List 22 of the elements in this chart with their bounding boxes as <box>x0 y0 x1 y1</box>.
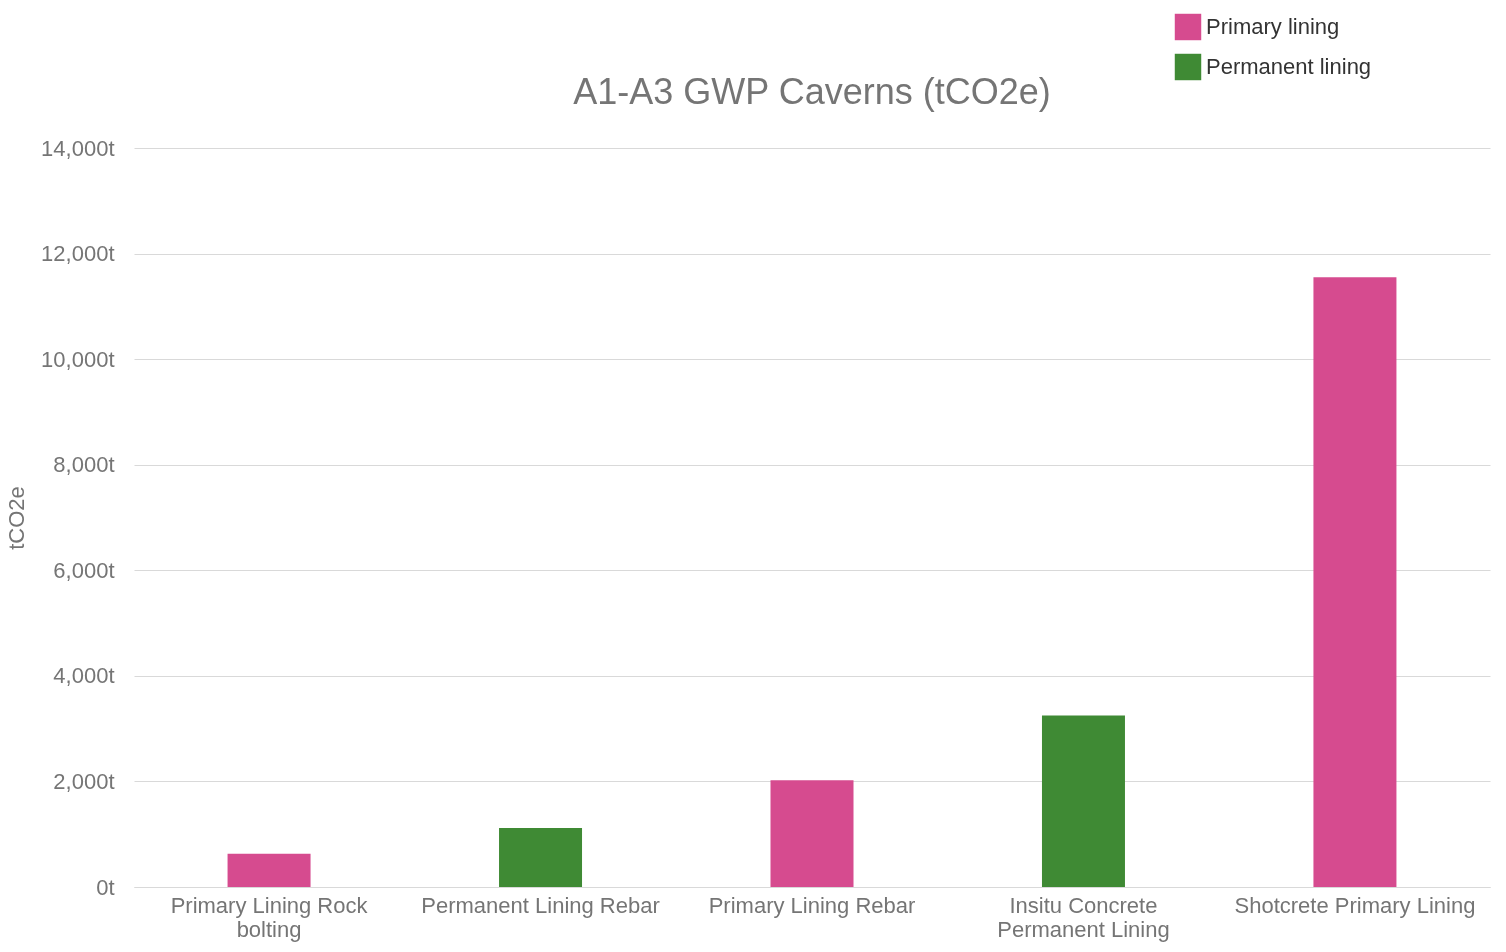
x-tick-label: Permanent Lining Rebar <box>421 892 660 918</box>
y-tick-label: 4,000t <box>53 663 115 689</box>
y-tick-label: 2,000t <box>53 768 115 794</box>
bar <box>227 853 311 887</box>
x-tick-label: Primary Lining Rebar <box>708 892 916 918</box>
y-tick-label: 12,000t <box>41 241 115 267</box>
y-axis-title: tCO2e <box>4 486 30 550</box>
bar <box>1041 715 1125 887</box>
y-tick-label: 14,000t <box>41 135 115 161</box>
legend-label: Permanent lining <box>1206 54 1372 79</box>
x-tick-label: Primary Lining Rock bolting <box>170 892 369 942</box>
y-tick-label: 8,000t <box>53 452 115 478</box>
bar <box>1313 277 1397 887</box>
y-tick-label: 0t <box>96 874 115 900</box>
y-tick-label: 6,000t <box>53 557 115 583</box>
bar <box>499 827 583 887</box>
chart-title: A1-A3 GWP Caverns (tCO2e) <box>573 71 1051 112</box>
x-tick-label: Shotcrete Primary Lining <box>1234 892 1476 918</box>
bar <box>770 780 854 887</box>
legend-label: Primary lining <box>1206 14 1340 39</box>
x-tick-label: Insitu Concrete Permanent Lining <box>997 892 1170 942</box>
y-tick-label: 10,000t <box>41 346 115 372</box>
